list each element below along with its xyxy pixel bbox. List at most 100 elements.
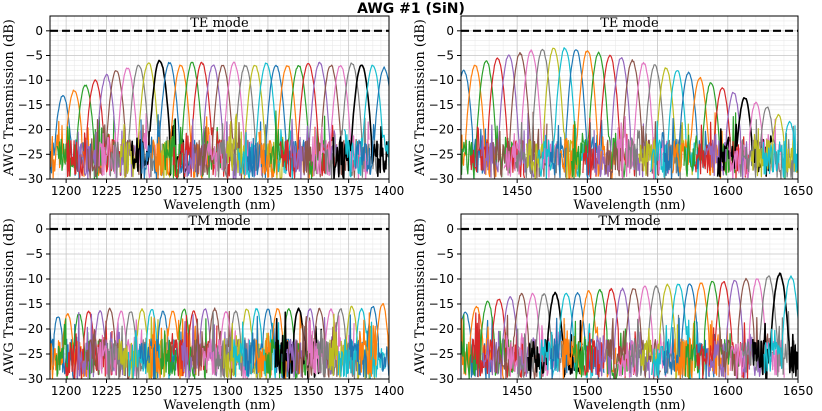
y-tick-label: −5 <box>436 49 454 63</box>
channel-line <box>232 307 281 379</box>
x-tick-label: 1500 <box>572 384 603 398</box>
channel-line <box>729 278 785 379</box>
channel-line <box>672 76 728 179</box>
x-tick-label: 1350 <box>293 184 324 198</box>
x-axis-label: Wavelength (nm) <box>573 198 685 213</box>
chart-panel-4: 1450 1500 1550 1600 1650 0 −5 −10 −15 −20 −25 −30 TM… <box>413 213 814 411</box>
x-tick-label: 1225 <box>91 384 122 398</box>
y-tick-label: −5 <box>25 49 43 63</box>
highlighted-channel-line <box>332 64 389 179</box>
x-tick-label: 1325 <box>253 384 284 398</box>
y-tick-label: −10 <box>18 272 43 286</box>
y-tick-label: −10 <box>18 73 43 87</box>
x-tick-label: 1600 <box>713 184 744 198</box>
channel-line <box>358 302 389 377</box>
channel-line <box>593 56 649 178</box>
x-tick-label: 1600 <box>713 384 744 398</box>
y-tick-label: −25 <box>18 147 43 161</box>
channel-line <box>763 275 798 374</box>
channel-curves <box>461 47 798 179</box>
channel-line <box>50 89 104 179</box>
x-axis-label: Wavelength (nm) <box>163 198 275 213</box>
channel-line <box>337 307 386 379</box>
y-tick-label: −30 <box>18 172 43 186</box>
x-tick-label: 1650 <box>783 384 814 398</box>
y-tick-label: −30 <box>18 372 43 386</box>
channel-line <box>492 51 548 179</box>
x-axis-label: Wavelength (nm) <box>163 398 275 411</box>
x-tick-label: 1650 <box>783 184 814 198</box>
channel-line <box>98 67 157 178</box>
chart-panel-1: 1200 1225 1250 1275 1300 1325 1350 1375 1400 0 −5 −… <box>2 15 404 213</box>
channel-line <box>279 62 338 179</box>
channel-line <box>355 66 389 175</box>
channel-line <box>503 49 559 178</box>
x-tick-label: 1450 <box>502 384 533 398</box>
panel-title: TE mode <box>600 16 659 31</box>
x-tick-label: 1375 <box>333 384 364 398</box>
channel-line <box>684 280 740 379</box>
channel-line <box>594 287 650 379</box>
channel-line <box>50 316 82 379</box>
channel-line <box>184 64 243 179</box>
channel-line <box>66 79 125 179</box>
channel-line <box>606 288 662 379</box>
x-tick-label: 1325 <box>253 184 284 198</box>
panel-title: TM mode <box>188 214 251 229</box>
x-tick-label: 1550 <box>642 384 673 398</box>
channel-curves <box>50 302 389 379</box>
x-tick-label: 1450 <box>502 184 533 198</box>
channel-line <box>616 61 672 179</box>
chart-panel-3: 1200 1225 1250 1275 1300 1325 1350 1375 1400 0 −5 −… <box>2 213 404 411</box>
y-tick-label: −20 <box>18 123 43 137</box>
channel-line <box>349 305 389 378</box>
y-tick-label: −15 <box>18 297 43 311</box>
y-tick-label: −25 <box>429 147 454 161</box>
channel-line <box>97 310 145 377</box>
y-axis-label: AWG Transmission (dB) <box>413 19 428 177</box>
x-tick-label: 1250 <box>132 184 163 198</box>
channel-curves <box>461 272 798 379</box>
y-tick-label: 0 <box>35 24 43 38</box>
y-tick-label: −15 <box>18 98 43 112</box>
channel-line <box>561 290 617 379</box>
y-tick-label: 0 <box>446 222 454 236</box>
y-tick-label: −25 <box>429 347 454 361</box>
x-tick-label: 1225 <box>91 184 122 198</box>
x-tick-label: 1500 <box>572 184 603 198</box>
channel-line <box>537 47 593 179</box>
axes-frame <box>49 15 390 180</box>
channel-line <box>526 47 582 179</box>
x-tick-label: 1375 <box>333 184 364 198</box>
x-tick-label: 1250 <box>132 384 163 398</box>
y-axis-label: AWG Transmission (dB) <box>413 218 428 376</box>
x-tick-label: 1275 <box>172 184 203 198</box>
y-tick-label: −15 <box>429 98 454 112</box>
x-tick-label: 1300 <box>212 384 243 398</box>
y-tick-label: −10 <box>429 272 454 286</box>
axes-frame <box>49 213 390 380</box>
y-tick-label: −5 <box>436 247 454 261</box>
y-tick-label: −20 <box>18 322 43 336</box>
x-tick-label: 1200 <box>51 184 82 198</box>
y-tick-label: −20 <box>429 322 454 336</box>
chart-panel-2: 1450 1500 1550 1600 1650 0 −5 −10 −15 −20 −25 −30 TE… <box>413 15 814 213</box>
y-tick-label: −25 <box>18 347 43 361</box>
x-tick-label: 1550 <box>642 184 673 198</box>
y-tick-label: −30 <box>429 372 454 386</box>
x-tick-label: 1275 <box>172 384 203 398</box>
channel-line <box>741 275 797 379</box>
axes-frame <box>460 15 799 180</box>
x-tick-label: 1350 <box>293 384 324 398</box>
y-axis-label: AWG Transmission (dB) <box>2 19 17 177</box>
y-tick-label: −5 <box>25 247 43 261</box>
channel-line <box>269 64 328 179</box>
channel-line <box>469 57 526 179</box>
channel-curves <box>50 59 389 179</box>
y-tick-label: −20 <box>429 123 454 137</box>
x-axis-label: Wavelength (nm) <box>573 398 685 411</box>
y-tick-label: −15 <box>429 297 454 311</box>
x-tick-label: 1200 <box>51 384 82 398</box>
channel-line <box>343 64 389 178</box>
